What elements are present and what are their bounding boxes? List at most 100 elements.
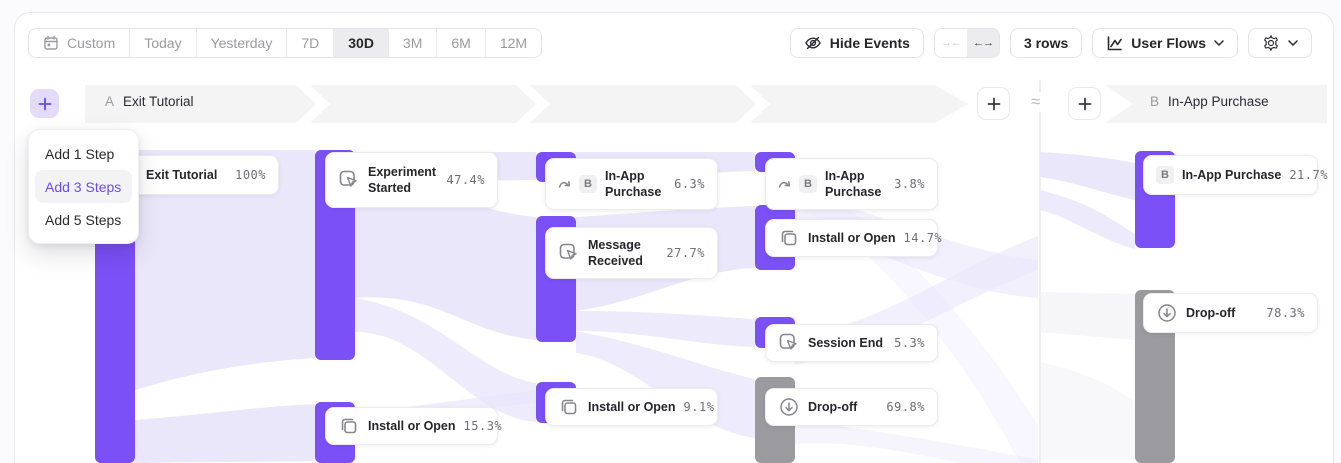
node-percent: 3.8% (894, 177, 925, 191)
flow-b-title: In-App Purchase (1168, 94, 1269, 109)
hide-events-button[interactable]: Hide Events (789, 28, 924, 58)
conversion-arrow-icon (778, 181, 790, 188)
b-badge: B (799, 175, 817, 193)
node-percent: 100% (235, 168, 266, 182)
node-card-inapp-217[interactable]: B In-App Purchase 21.7% (1143, 155, 1327, 195)
flow-b-letter: B (1150, 94, 1160, 109)
node-card-dropoff-783[interactable]: Drop-off 78.3% (1143, 293, 1318, 333)
conversion-arrow-icon (558, 181, 570, 188)
node-percent: 21.7% (1289, 168, 1328, 182)
view-selector-button[interactable]: User Flows (1092, 28, 1238, 58)
install-icon (781, 230, 797, 246)
drop-off-icon (1158, 304, 1176, 322)
plus-icon (1078, 97, 1091, 110)
node-percent: 9.1% (683, 400, 715, 414)
chevron-down-icon (1214, 40, 1224, 46)
node-percent: 78.3% (1266, 306, 1305, 320)
node-percent: 6.3% (674, 177, 705, 191)
date-range-label: 3M (402, 35, 423, 51)
menu-item-add-5-steps[interactable]: Add 5 Steps (45, 211, 122, 228)
rows-button[interactable]: 3 rows (1009, 28, 1083, 58)
chevron-down-icon (1288, 40, 1298, 46)
toolbar: Custom Today Yesterday 7D 30D 3M 6M 12M … (28, 28, 1312, 58)
node-card-install-91[interactable]: Install or Open 9.1% (545, 388, 718, 426)
node-percent: 15.3% (463, 419, 503, 433)
cursor-click-icon (339, 170, 357, 187)
collapse-expand-toggle: →← ←→ (933, 28, 1000, 58)
add-step-button-active[interactable] (30, 89, 59, 118)
add-steps-menu: Add 1 Step Add 3 Steps Add 5 Steps (28, 129, 139, 244)
node-percent: 47.4% (446, 173, 485, 187)
date-range-label: 6M (451, 35, 471, 51)
node-percent: 5.3% (894, 336, 925, 350)
plus-icon (987, 97, 1000, 110)
expand-icon[interactable]: ←→ (966, 29, 999, 57)
node-card-experiment-started[interactable]: Experiment Started 47.4% (325, 152, 498, 208)
node-name: In-App Purchase (605, 168, 662, 199)
date-range-today[interactable]: Today (130, 29, 197, 57)
node-card-inapp-38[interactable]: B In-App Purchase 3.8% (765, 158, 938, 210)
b-badge: B (579, 175, 597, 193)
node-name: Exit Tutorial (146, 167, 218, 182)
flow-a-header[interactable]: A Exit Tutorial (105, 94, 194, 109)
chart-icon (1107, 35, 1123, 50)
date-range-30d[interactable]: 30D (334, 29, 389, 57)
date-range-12m[interactable]: 12M (486, 29, 541, 57)
rows-label: 3 rows (1023, 35, 1069, 51)
date-range-6m[interactable]: 6M (437, 29, 486, 57)
plus-icon (38, 97, 51, 110)
date-range-label: 12M (499, 35, 528, 51)
date-range-yesterday[interactable]: Yesterday (197, 29, 288, 57)
date-range-label: Custom (67, 35, 116, 51)
node-name: Drop-off (808, 399, 858, 414)
menu-item-add-1-step[interactable]: Add 1 Step (45, 145, 115, 162)
add-step-button-flow-b[interactable] (1068, 87, 1101, 120)
install-icon (561, 399, 577, 415)
flow-a-letter: A (105, 94, 115, 109)
flow-a-title: Exit Tutorial (123, 94, 194, 109)
eye-off-icon (804, 36, 821, 50)
menu-item-add-3-steps[interactable]: Add 3 Steps (35, 170, 132, 203)
node-name: Message Received (588, 237, 643, 268)
install-icon (341, 418, 357, 434)
cursor-click-icon (559, 243, 577, 260)
node-card-session-end[interactable]: Session End 5.3% (765, 324, 938, 362)
node-name: Install or Open (808, 230, 896, 245)
node-card-inapp-63[interactable]: B In-App Purchase 6.3% (545, 158, 718, 210)
node-card-install-147[interactable]: Install or Open 14.7% (765, 219, 942, 257)
date-range-7d[interactable]: 7D (287, 29, 335, 57)
drop-off-icon (780, 398, 798, 416)
date-range-label: Yesterday (210, 35, 273, 51)
date-range-label: 7D (301, 35, 320, 51)
gear-icon (1264, 35, 1278, 51)
node-name: Install or Open (588, 399, 676, 414)
date-range-label: Today (144, 35, 182, 51)
add-step-button-flow-a[interactable] (977, 87, 1010, 120)
node-name: Drop-off (1186, 305, 1236, 320)
node-percent: 27.7% (666, 246, 705, 260)
date-range-label: 30D (348, 35, 374, 51)
node-name: Experiment Started (368, 164, 437, 195)
b-badge: B (1156, 166, 1174, 184)
hide-events-label: Hide Events (829, 35, 910, 51)
node-name: Install or Open (368, 418, 456, 433)
node-card-install-15[interactable]: Install or Open 15.3% (325, 407, 502, 445)
flow-separator-glyph: ≈ (1029, 92, 1043, 112)
node-card-dropoff-698[interactable]: Drop-off 69.8% (765, 388, 938, 426)
node-name: Session End (808, 335, 884, 350)
node-percent: 14.7% (903, 231, 943, 245)
node-name: In-App Purchase (1182, 167, 1282, 182)
node-name: In-App Purchase (825, 168, 882, 199)
node-percent: 69.8% (886, 400, 925, 414)
node-card-message-received[interactable]: Message Received 27.7% (545, 227, 718, 279)
date-range-custom[interactable]: Custom (29, 29, 131, 57)
collapse-icon[interactable]: →← (934, 29, 967, 57)
cursor-click-icon (779, 333, 797, 350)
toolbar-right: Hide Events →← ←→ 3 rows User Flows (789, 28, 1312, 58)
flow-b-header[interactable]: B In-App Purchase (1150, 94, 1269, 109)
date-range-3m[interactable]: 3M (389, 29, 438, 57)
calendar-icon (44, 35, 58, 50)
settings-button[interactable] (1248, 28, 1312, 58)
view-selector-label: User Flows (1131, 35, 1206, 51)
